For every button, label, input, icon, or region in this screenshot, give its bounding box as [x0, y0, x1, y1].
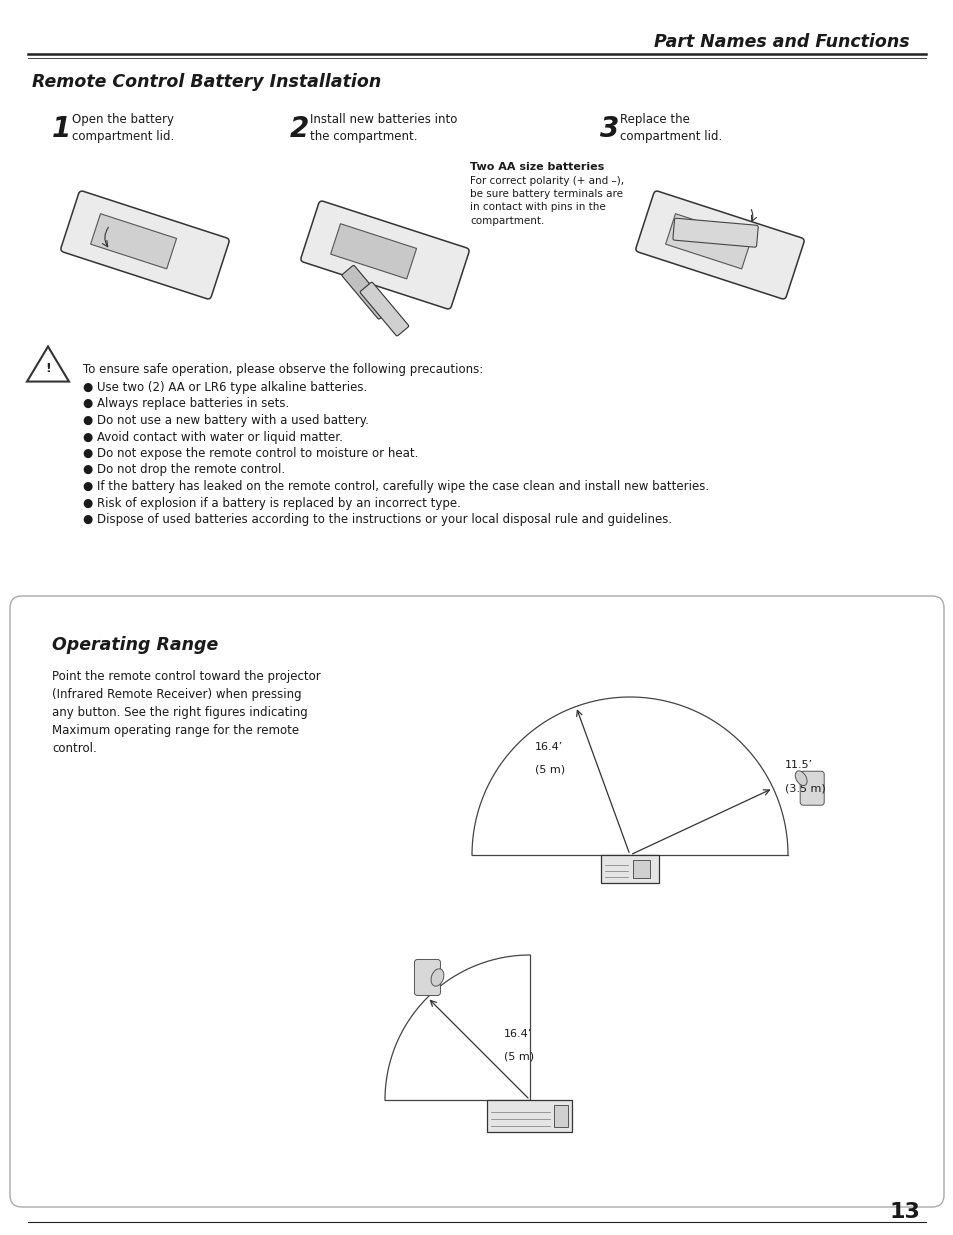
FancyBboxPatch shape: [360, 283, 408, 336]
FancyBboxPatch shape: [300, 201, 469, 309]
Text: 1: 1: [52, 115, 71, 143]
Bar: [487, 1100, 572, 1132]
Bar: [632, 860, 650, 878]
Text: !: !: [45, 362, 51, 374]
Text: (5 m): (5 m): [535, 764, 564, 776]
Text: ● Always replace batteries in sets.: ● Always replace batteries in sets.: [83, 398, 289, 410]
FancyBboxPatch shape: [10, 597, 943, 1207]
FancyBboxPatch shape: [800, 771, 823, 805]
Text: 11.5’: 11.5’: [784, 761, 813, 771]
Text: ● Do not drop the remote control.: ● Do not drop the remote control.: [83, 463, 285, 477]
Text: 2: 2: [290, 115, 309, 143]
Text: ● Do not expose the remote control to moisture or heat.: ● Do not expose the remote control to mo…: [83, 447, 418, 459]
Text: ● Risk of explosion if a battery is replaced by an incorrect type.: ● Risk of explosion if a battery is repl…: [83, 496, 460, 510]
Text: ● Do not use a new battery with a used battery.: ● Do not use a new battery with a used b…: [83, 414, 369, 427]
Text: Part Names and Functions: Part Names and Functions: [654, 33, 909, 51]
Text: 13: 13: [888, 1202, 919, 1221]
Text: 3: 3: [599, 115, 618, 143]
Ellipse shape: [795, 771, 806, 785]
FancyBboxPatch shape: [672, 219, 758, 247]
Text: ● Use two (2) AA or LR6 type alkaline batteries.: ● Use two (2) AA or LR6 type alkaline ba…: [83, 382, 367, 394]
Text: (3.5 m): (3.5 m): [784, 783, 825, 793]
Polygon shape: [27, 347, 69, 382]
Bar: [91, 214, 176, 269]
Text: Two AA size batteries: Two AA size batteries: [470, 162, 603, 172]
Bar: [554, 1105, 568, 1128]
Text: 16.4’: 16.4’: [503, 1029, 532, 1039]
Ellipse shape: [431, 968, 443, 987]
Text: For correct polarity (+ and –),
be sure battery terminals are
in contact with pi: For correct polarity (+ and –), be sure …: [470, 177, 623, 226]
Text: Replace the
compartment lid.: Replace the compartment lid.: [619, 112, 721, 143]
Text: ● Avoid contact with water or liquid matter.: ● Avoid contact with water or liquid mat…: [83, 431, 342, 443]
Text: Point the remote control toward the projector
(Infrared Remote Receiver) when pr: Point the remote control toward the proj…: [52, 671, 320, 755]
FancyBboxPatch shape: [341, 266, 390, 319]
Bar: [665, 214, 751, 269]
Text: To ensure safe operation, please observe the following precautions:: To ensure safe operation, please observe…: [83, 363, 483, 375]
Text: 16.4’: 16.4’: [535, 742, 562, 752]
Text: (5 m): (5 m): [503, 1052, 533, 1062]
Text: Remote Control Battery Installation: Remote Control Battery Installation: [32, 73, 381, 91]
Text: Operating Range: Operating Range: [52, 636, 218, 655]
Bar: [331, 224, 416, 279]
FancyBboxPatch shape: [636, 191, 803, 299]
Text: Open the battery
compartment lid.: Open the battery compartment lid.: [71, 112, 174, 143]
FancyBboxPatch shape: [414, 960, 440, 995]
Text: ● If the battery has leaked on the remote control, carefully wipe the case clean: ● If the battery has leaked on the remot…: [83, 480, 708, 493]
Bar: [600, 855, 659, 883]
Text: Install new batteries into
the compartment.: Install new batteries into the compartme…: [310, 112, 456, 143]
FancyBboxPatch shape: [61, 191, 229, 299]
Text: ● Dispose of used batteries according to the instructions or your local disposal: ● Dispose of used batteries according to…: [83, 513, 672, 526]
